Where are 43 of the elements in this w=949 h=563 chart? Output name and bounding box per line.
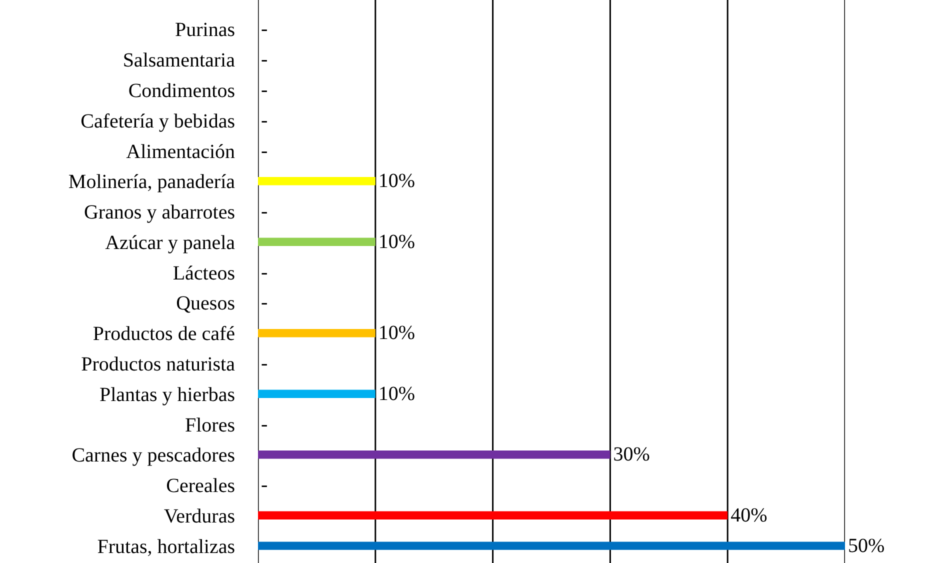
y-tick-label: Quesos [176, 292, 236, 315]
y-tick-label: Carnes y pescadores [72, 444, 236, 467]
y-tick-label: Lácteos [172, 262, 236, 284]
data-label: - [261, 261, 268, 284]
y-tick-label: Azúcar y panela [105, 232, 236, 254]
y-tick-label: Cafetería y bebidas [80, 110, 236, 132]
data-label: - [261, 474, 268, 496]
bar [258, 328, 376, 338]
data-label: - [261, 78, 268, 101]
y-tick-label: Alimentación [126, 140, 235, 163]
y-tick-label: Salsamentaria [122, 50, 236, 72]
data-label: - [261, 413, 268, 436]
data-label: 50% [848, 534, 885, 557]
y-tick-label: Granos y abarrotes [84, 202, 236, 224]
bar [258, 390, 376, 398]
data-label: - [261, 109, 268, 132]
data-label: - [261, 352, 268, 374]
y-tick-label: Flores [185, 414, 236, 436]
y-tick-label: Cereales [166, 475, 236, 498]
data-label: 40% [730, 504, 768, 526]
y-tick-label: Verduras [164, 505, 236, 528]
y-tick-label: Productos naturista [81, 353, 236, 376]
bar [258, 542, 845, 550]
data-label: 10% [378, 230, 416, 253]
y-tick-label: Purinas [175, 19, 236, 42]
y-tick-label: Plantas y hierbas [99, 384, 236, 406]
data-label: - [261, 18, 268, 40]
bar [258, 511, 728, 520]
y-tick-label: Molinería, panadería [68, 171, 236, 194]
data-label: - [261, 200, 268, 223]
data-label: 10% [378, 170, 416, 192]
data-label: 10% [378, 382, 416, 405]
data-label: 30% [613, 444, 650, 466]
bar [258, 238, 376, 246]
bar [258, 177, 376, 186]
data-label: - [261, 48, 268, 71]
y-tick-label: Frutas, hortalizas [97, 536, 236, 558]
y-tick-label: Condimentos [128, 80, 236, 102]
y-tick-label: Productos de café [92, 323, 236, 346]
data-label: - [261, 292, 268, 314]
data-label: - [261, 140, 268, 162]
data-label: 10% [378, 322, 416, 344]
bar [258, 450, 610, 459]
